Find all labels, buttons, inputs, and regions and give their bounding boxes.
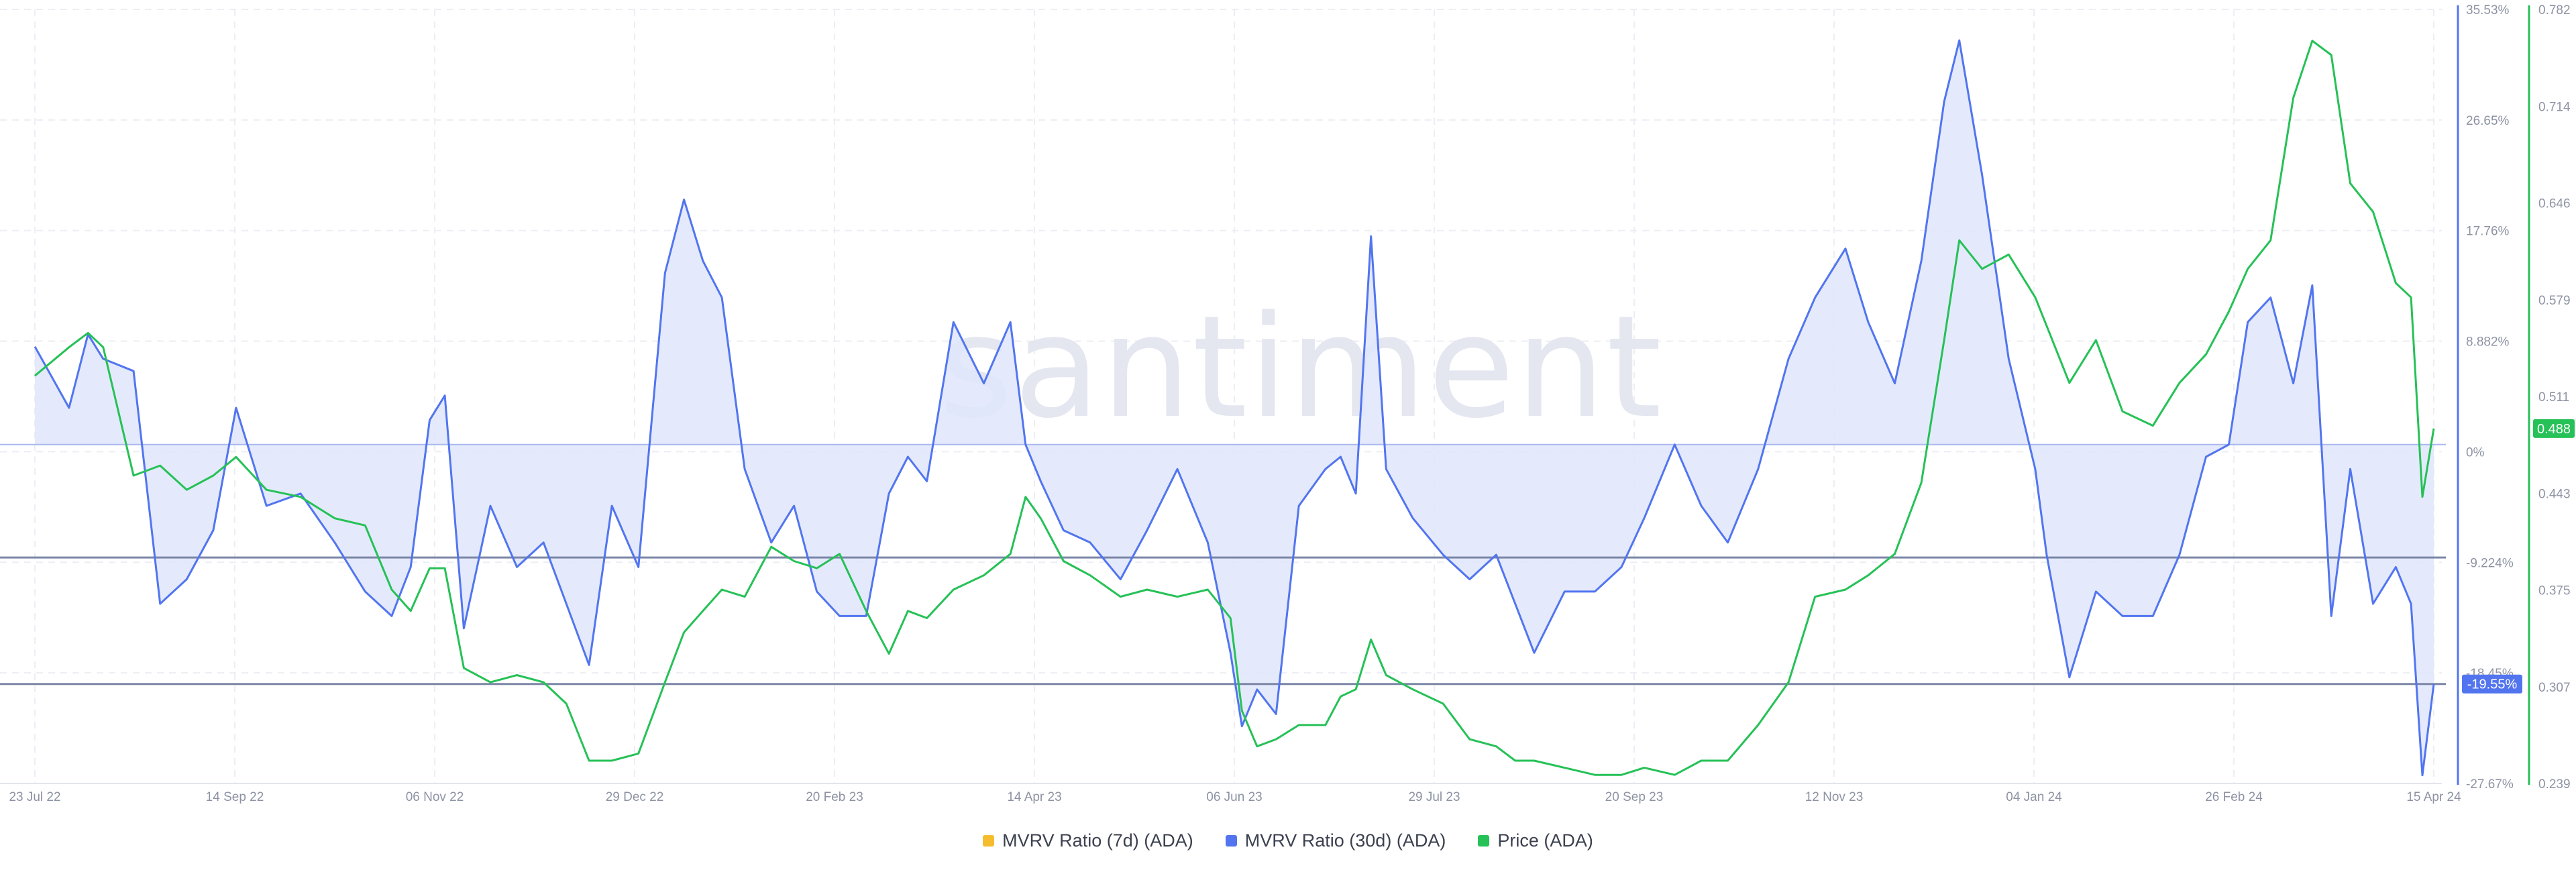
x-tick-label: 04 Jan 24 [2006, 790, 2062, 804]
y-axis-right-ticks: 0.782 0.714 0.646 0.579 0.511 0.443 0.375 0.307… [2538, 3, 2571, 792]
legend-swatch-price [1478, 835, 1490, 847]
y-left-tick-label: 17.76% [2466, 225, 2510, 239]
legend-label-mvrv-30d: MVRV Ratio (30d) (ADA) [1244, 830, 1446, 851]
y-right-tick-label: 0.239 [2538, 777, 2571, 792]
legend-swatch-mvrv-30d [1225, 835, 1237, 847]
y-left-tick-label: 35.53% [2466, 3, 2510, 17]
x-tick-label: 20 Sep 23 [1605, 790, 1664, 804]
legend-item-price[interactable]: Price (ADA) [1478, 830, 1593, 851]
y-right-tick-label: 0.307 [2538, 681, 2571, 695]
legend-item-mvrv-30d[interactable]: MVRV Ratio (30d) (ADA) [1225, 830, 1446, 851]
mvrv-30d-area-fill [35, 40, 2434, 775]
y-right-tick-label: 0.375 [2538, 584, 2571, 598]
y-right-tick-label: 0.579 [2538, 294, 2571, 308]
x-tick-label: 20 Feb 23 [806, 790, 863, 804]
y-left-tick-label: -27.67% [2466, 777, 2514, 792]
mvrv-current-label: -19.55% [2467, 677, 2518, 692]
x-axis-ticks: 23 Jul 22 14 Sep 22 06 Nov 22 29 Dec 22 20 F… [9, 790, 2461, 804]
x-tick-label: 12 Nov 23 [1805, 790, 1864, 804]
y-left-tick-label: 26.65% [2466, 114, 2510, 128]
series-lines [34, 39, 2435, 777]
x-tick-label: 14 Sep 22 [206, 790, 264, 804]
legend-label-mvrv-7d: MVRV Ratio (7d) (ADA) [1002, 830, 1193, 851]
price-current-badge [2533, 419, 2575, 438]
legend-label-price: Price (ADA) [1497, 830, 1593, 851]
watermark: santiment [939, 285, 1663, 449]
x-tick-label: 23 Jul 22 [9, 790, 60, 804]
legend: MVRV Ratio (7d) (ADA) MVRV Ratio (30d) (… [0, 830, 2576, 851]
y-right-tick-label: 0.646 [2538, 197, 2571, 211]
x-tick-label: 15 Apr 24 [2406, 790, 2461, 804]
reference-lines [0, 443, 2446, 686]
x-tick-label: 26 Feb 24 [2205, 790, 2263, 804]
legend-swatch-mvrv-7d [983, 835, 995, 847]
mvrv-current-badge [2462, 674, 2522, 694]
y-axis-left-ticks: 35.53%26.65%17.76%8.882%0%-9.224%-18.45%… [2466, 3, 2514, 792]
x-tick-label: 29 Jul 23 [1408, 790, 1460, 804]
y-right-tick-label: 0.782 [2538, 3, 2571, 17]
axes [0, 5, 2530, 785]
y-left-tick-label: 8.882% [2466, 335, 2510, 349]
legend-item-mvrv-7d[interactable]: MVRV Ratio (7d) (ADA) [983, 830, 1193, 851]
y-right-tick-label: 0.511 [2538, 390, 2569, 404]
price-current-label: 0.488 [2537, 422, 2571, 437]
x-tick-label: 06 Jun 23 [1206, 790, 1262, 804]
x-tick-label: 29 Dec 22 [606, 790, 664, 804]
y-left-tick-label: 0% [2466, 445, 2485, 459]
x-tick-label: 14 Apr 23 [1007, 790, 1061, 804]
current-value-badges: -19.55% 0.488 [2462, 419, 2575, 694]
x-tick-label: 06 Nov 22 [406, 790, 464, 804]
y-right-tick-label: 0.443 [2538, 487, 2571, 501]
y-right-tick-label: 0.714 [2538, 100, 2571, 114]
y-left-tick-label: -9.224% [2466, 556, 2514, 570]
mvrv-30d-area [35, 40, 2434, 775]
